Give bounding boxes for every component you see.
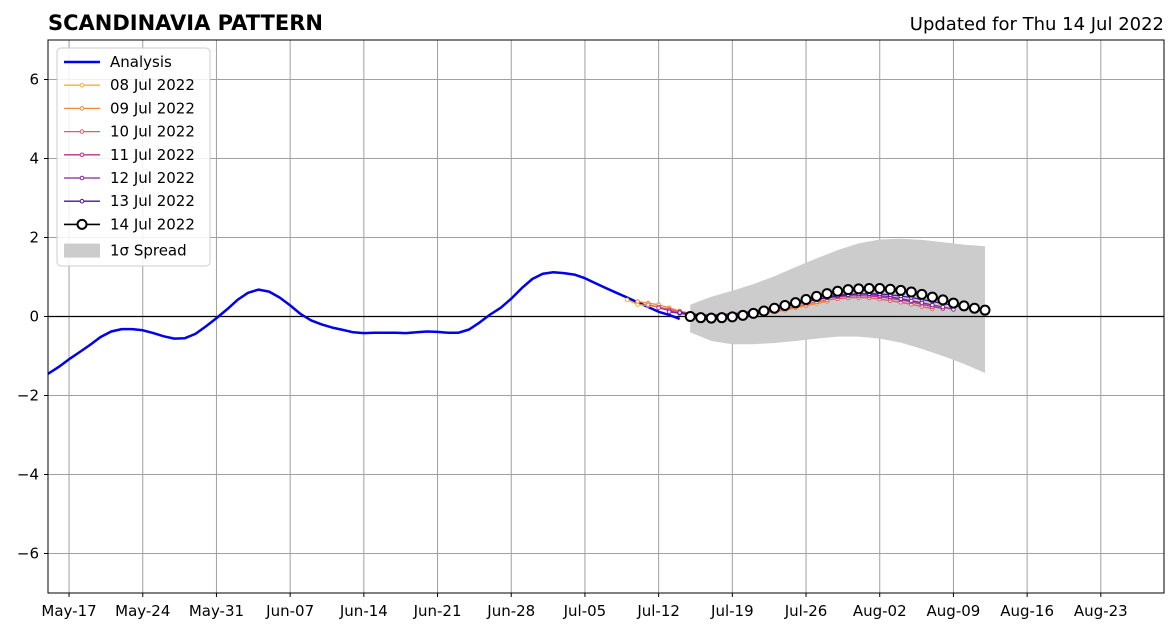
legend-label: 08 Jul 2022 [110,76,195,94]
x-tick-label: Aug-16 [1000,602,1054,620]
forecast-point [842,284,854,296]
forecast-point [937,294,949,306]
forecast-point [705,312,717,324]
forecast-point [958,300,970,312]
forecast-point [716,312,728,324]
legend-marker [79,175,85,181]
forecast-point [895,284,907,296]
forecast-point [768,302,780,314]
forecast-point [853,283,865,295]
x-tick-label: Jun-21 [413,602,462,620]
x-tick-label: Jun-28 [486,602,535,620]
forecast-point [684,311,696,322]
legend-label: 13 Jul 2022 [110,192,195,210]
x-tick-label: Jul-05 [563,602,607,620]
forecast-point [800,294,812,306]
x-tick-label: Aug-02 [853,602,907,620]
forecast-point [645,302,651,307]
forecast-point [758,305,770,317]
legend-label: 11 Jul 2022 [110,146,195,164]
y-tick-label: −6 [17,545,39,563]
forecast-point [947,297,959,309]
forecast-point [677,310,682,315]
legend-label: 1σ Spread [110,242,187,260]
forecast-point [968,302,980,314]
legend-label: 14 Jul 2022 [110,215,195,233]
forecast-point [726,311,738,323]
x-tick-label: Aug-23 [1074,602,1128,620]
y-tick-label: 6 [29,71,39,89]
x-tick-label: May-31 [189,602,244,620]
forecast-point [863,282,875,294]
legend-marker [79,198,85,204]
y-tick-label: 0 [29,308,39,326]
legend-label: 09 Jul 2022 [110,99,195,117]
legend-marker [76,218,88,230]
forecast-point [832,285,844,297]
legend-swatch [64,243,100,258]
y-tick-label: 4 [29,150,39,168]
analysis-line [48,271,681,375]
chart-subtitle: Updated for Thu 14 Jul 2022 [910,14,1164,35]
legend-marker [79,129,85,134]
y-tick-label: 2 [29,229,39,247]
forecast-point [737,309,749,321]
legend-label: 10 Jul 2022 [110,123,195,141]
x-tick-label: May-24 [115,602,170,620]
forecast-point [635,299,640,304]
forecast-point [779,299,791,311]
x-tick-label: May-17 [41,602,96,620]
legend-box [56,47,211,267]
forecast-point [874,282,886,294]
forecast-point [884,283,896,295]
forecast-point [811,290,823,302]
spread-band [690,238,985,373]
forecast-point [666,309,672,315]
forecast-point [979,304,991,316]
legend-label: Analysis [110,53,172,71]
x-tick-label: Jul-12 [636,602,680,620]
x-tick-label: Aug-09 [927,602,981,620]
forecast-point [695,312,707,324]
forecast-point [821,288,833,300]
forecast-point [905,286,917,298]
legend-label: 12 Jul 2022 [110,169,195,187]
axis-ticks: May-17 May-24 May-31 Jun-07 Jun-14 Jun-21 Jun-… [17,71,1128,621]
plot-data [48,238,1164,375]
x-tick-label: Jun-14 [339,602,388,620]
x-tick-label: Jun-07 [265,602,314,620]
y-tick-label: −4 [17,466,39,484]
legend-marker [79,152,85,158]
legend-marker [79,106,85,111]
forecast-line [679,292,965,316]
forecast-point [656,305,661,311]
y-tick-label: −2 [17,387,39,405]
forecast-point [747,307,759,319]
legend-marker [79,82,85,88]
x-tick-label: Jul-19 [710,602,754,620]
forecast-point [916,288,928,300]
legend: Analysis 08 Jul 2022 09 Jul 2022 10 Jul 202… [56,47,211,267]
x-tick-label: Jul-26 [784,602,828,620]
forecast-point [926,291,938,303]
forecast-point [790,297,802,309]
forecast-point [624,297,630,303]
chart-title: SCANDINAVIA PATTERN [48,11,323,35]
